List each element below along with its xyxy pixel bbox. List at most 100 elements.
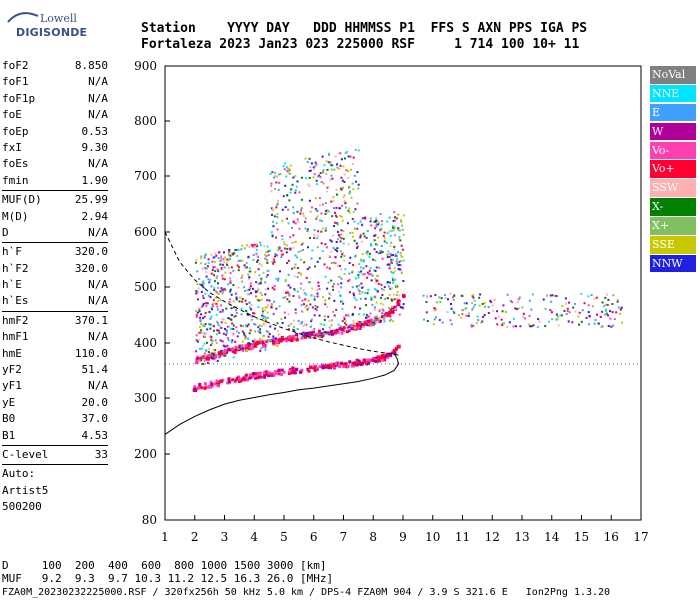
echo-point (222, 318, 225, 321)
echo-point (248, 270, 251, 273)
echo-point (321, 203, 324, 206)
echo-point (199, 262, 202, 265)
echo-point (315, 333, 319, 337)
echo-point (380, 223, 383, 226)
echo-point (250, 244, 253, 247)
echo-point (256, 373, 260, 377)
echo-point (358, 323, 362, 327)
echo-point (345, 169, 348, 172)
echo-point (271, 339, 274, 342)
echo-point (218, 251, 221, 254)
echo-point (210, 315, 213, 318)
echo-point (312, 168, 315, 171)
echo-point (369, 318, 373, 322)
param-name: foF1 (2, 75, 29, 89)
echo-point (227, 266, 230, 269)
echo-point (308, 266, 311, 269)
echo-point (351, 326, 355, 330)
echo-point (389, 318, 392, 321)
echo-point (198, 310, 201, 313)
echo-point (347, 186, 350, 189)
echo-point (243, 264, 246, 267)
echo-point (243, 332, 246, 335)
echo-point (376, 290, 379, 293)
echo-point (345, 365, 349, 369)
echo-point (247, 337, 250, 340)
echo-point (255, 372, 259, 376)
echo-point (326, 331, 330, 335)
echo-point (200, 359, 203, 362)
echo-point (357, 276, 360, 279)
echo-point (265, 255, 268, 258)
echo-point (245, 378, 249, 382)
lowell-digisonde-logo: Lowell DIGISONDE (6, 10, 87, 40)
echo-point (266, 269, 269, 272)
echo-point (313, 233, 316, 236)
echo-point (241, 274, 244, 277)
echo-point (399, 264, 402, 267)
echo-point (364, 216, 367, 219)
echo-point (300, 336, 304, 340)
echo-point (357, 288, 360, 291)
echo-point (335, 362, 339, 366)
echo-point (227, 377, 231, 381)
echo-point (283, 240, 286, 243)
echo-point (391, 310, 395, 314)
echo-point (611, 311, 614, 314)
echo-point (366, 250, 369, 253)
header-labels: Station YYYY DAY DDD HHMMSS P1 FFS S AXN… (141, 21, 588, 36)
echo-point (396, 261, 399, 264)
echo-point (275, 222, 278, 225)
echo-point (336, 361, 340, 365)
echo-point (402, 259, 405, 262)
echo-point (369, 220, 372, 223)
echo-point (287, 291, 290, 294)
echo-point (275, 277, 278, 280)
echo-point (247, 343, 251, 347)
echo-point (362, 359, 366, 363)
echo-point (349, 155, 352, 158)
echo-point (321, 250, 324, 253)
x-tick-label: 2 (191, 530, 199, 544)
echo-point (307, 299, 310, 302)
y-tick-label: 300 (134, 391, 157, 405)
echo-point (391, 271, 394, 274)
echo-point (316, 237, 319, 240)
echo-point (248, 373, 252, 377)
echo-point (192, 387, 196, 391)
echo-point (324, 243, 327, 246)
echo-point (241, 340, 244, 343)
param-row: foE N/A (2, 107, 108, 123)
echo-point (344, 268, 347, 271)
echo-point (328, 255, 331, 258)
echo-point (271, 286, 274, 289)
echo-point (317, 235, 320, 238)
echo-point (396, 345, 400, 349)
echo-point (230, 252, 233, 255)
echo-point (359, 236, 362, 239)
echo-point (206, 328, 209, 331)
echo-point (244, 349, 247, 352)
echo-point (362, 267, 365, 270)
echo-point (209, 344, 212, 347)
echo-point (212, 329, 215, 332)
echo-point (253, 243, 256, 246)
echo-point (363, 235, 366, 238)
echo-point (263, 373, 267, 377)
echo-point (343, 181, 346, 184)
echo-point (339, 327, 343, 331)
echo-point (386, 297, 389, 300)
echo-point (337, 362, 341, 366)
legend-item-ssw: SSW (650, 179, 696, 197)
echo-point (252, 312, 255, 315)
echo-point (392, 219, 395, 222)
echo-point (375, 219, 378, 222)
param-value: 0.53 (81, 124, 109, 138)
echo-point (292, 295, 295, 298)
echo-point (247, 344, 251, 348)
echo-point (333, 211, 336, 214)
echo-point (224, 289, 227, 292)
echo-point (527, 323, 530, 326)
echo-point (333, 282, 336, 285)
echo-point (199, 320, 202, 323)
